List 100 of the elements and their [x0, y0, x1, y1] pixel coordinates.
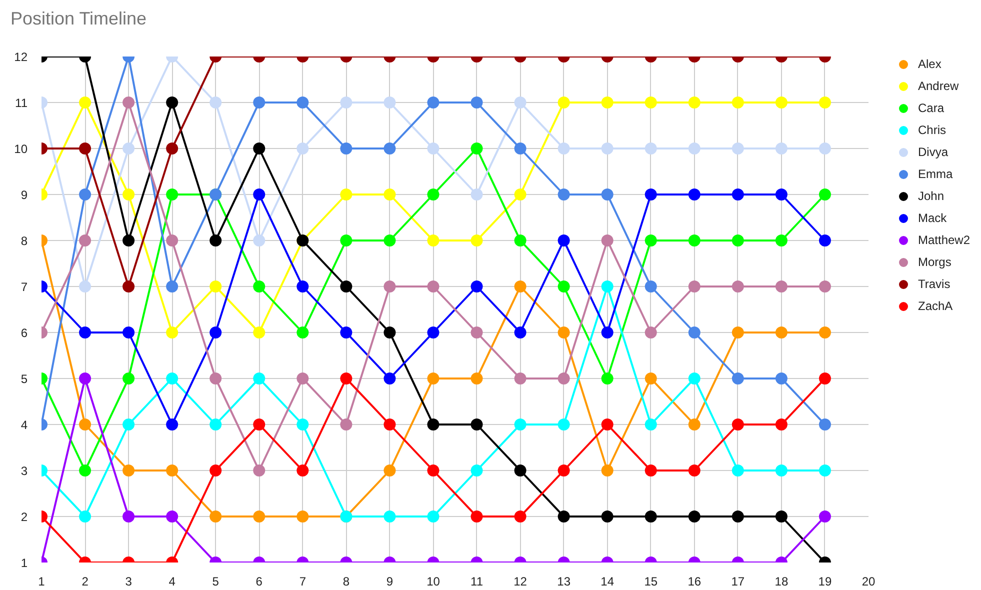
point	[296, 510, 309, 522]
x-tick-label: 19	[818, 574, 832, 588]
point	[210, 510, 222, 522]
y-tick-label: 12	[14, 50, 28, 64]
point	[818, 372, 831, 384]
point	[122, 510, 135, 522]
point	[514, 510, 526, 522]
point	[427, 510, 440, 522]
y-tick-label: 4	[20, 418, 28, 432]
point	[296, 418, 309, 430]
point	[296, 464, 309, 476]
point	[558, 464, 570, 476]
point	[601, 464, 614, 476]
point	[514, 96, 526, 108]
point	[688, 464, 700, 476]
y-tick-label: 7	[20, 280, 28, 294]
point	[514, 142, 526, 154]
point	[427, 326, 440, 338]
point	[688, 510, 700, 522]
point	[558, 188, 570, 200]
point	[732, 96, 744, 108]
y-tick-label: 1	[20, 556, 28, 570]
legend-label: Matthew2	[918, 233, 970, 247]
x-tick-label: 9	[386, 574, 394, 588]
point	[253, 464, 266, 476]
x-tick-label: 2	[82, 574, 89, 588]
y-tick-label: 6	[20, 326, 28, 340]
point	[166, 96, 178, 108]
point	[688, 234, 700, 246]
x-tick-label: 14	[600, 574, 614, 588]
point	[340, 188, 352, 200]
point	[340, 326, 352, 338]
point	[122, 464, 135, 476]
point	[688, 96, 700, 108]
point	[166, 280, 178, 292]
legend-label: Mack	[918, 211, 947, 225]
point	[166, 234, 178, 246]
point	[427, 280, 440, 292]
point	[210, 96, 222, 108]
y-tick-label: 5	[20, 372, 28, 386]
point	[296, 142, 309, 154]
point	[340, 96, 352, 108]
point	[210, 464, 222, 476]
x-tick-label: 5	[212, 574, 220, 588]
point	[384, 372, 396, 384]
point	[558, 96, 570, 108]
point	[470, 326, 483, 338]
point	[166, 326, 178, 338]
point	[601, 418, 614, 430]
point	[732, 372, 744, 384]
point	[470, 464, 483, 476]
point	[470, 188, 483, 200]
point	[79, 372, 92, 384]
point	[470, 418, 483, 430]
point	[644, 418, 657, 430]
point	[558, 234, 570, 246]
point	[253, 418, 266, 430]
y-tick-label: 11	[15, 96, 28, 110]
point	[253, 510, 266, 522]
point	[296, 326, 309, 338]
point	[644, 188, 657, 200]
legend-label: Andrew	[918, 79, 959, 93]
point	[470, 510, 483, 522]
point	[427, 372, 440, 384]
point	[427, 142, 440, 154]
point	[644, 326, 657, 338]
point	[644, 510, 657, 522]
point	[818, 188, 831, 200]
point	[558, 326, 570, 338]
point	[732, 142, 744, 154]
point	[732, 510, 744, 522]
point	[253, 326, 266, 338]
point	[688, 372, 700, 384]
point	[122, 372, 135, 384]
point	[122, 418, 135, 430]
point	[775, 280, 788, 292]
point	[253, 280, 266, 292]
point	[79, 326, 92, 338]
point	[644, 142, 657, 154]
point	[384, 326, 396, 338]
point	[384, 96, 396, 108]
point	[384, 464, 396, 476]
point	[558, 372, 570, 384]
legend-label: John	[918, 189, 944, 203]
point	[818, 510, 831, 522]
y-tick-label: 2	[20, 510, 28, 524]
point	[732, 326, 744, 338]
point	[775, 510, 788, 522]
point	[166, 418, 178, 430]
legend-label: Emma	[918, 167, 953, 181]
point	[427, 188, 440, 200]
x-tick-label: 1	[38, 574, 46, 588]
x-tick-label: 20	[862, 574, 876, 588]
point	[601, 188, 614, 200]
point	[514, 418, 526, 430]
point	[166, 142, 178, 154]
point	[688, 326, 700, 338]
point	[210, 326, 222, 338]
point	[732, 280, 744, 292]
point	[644, 372, 657, 384]
